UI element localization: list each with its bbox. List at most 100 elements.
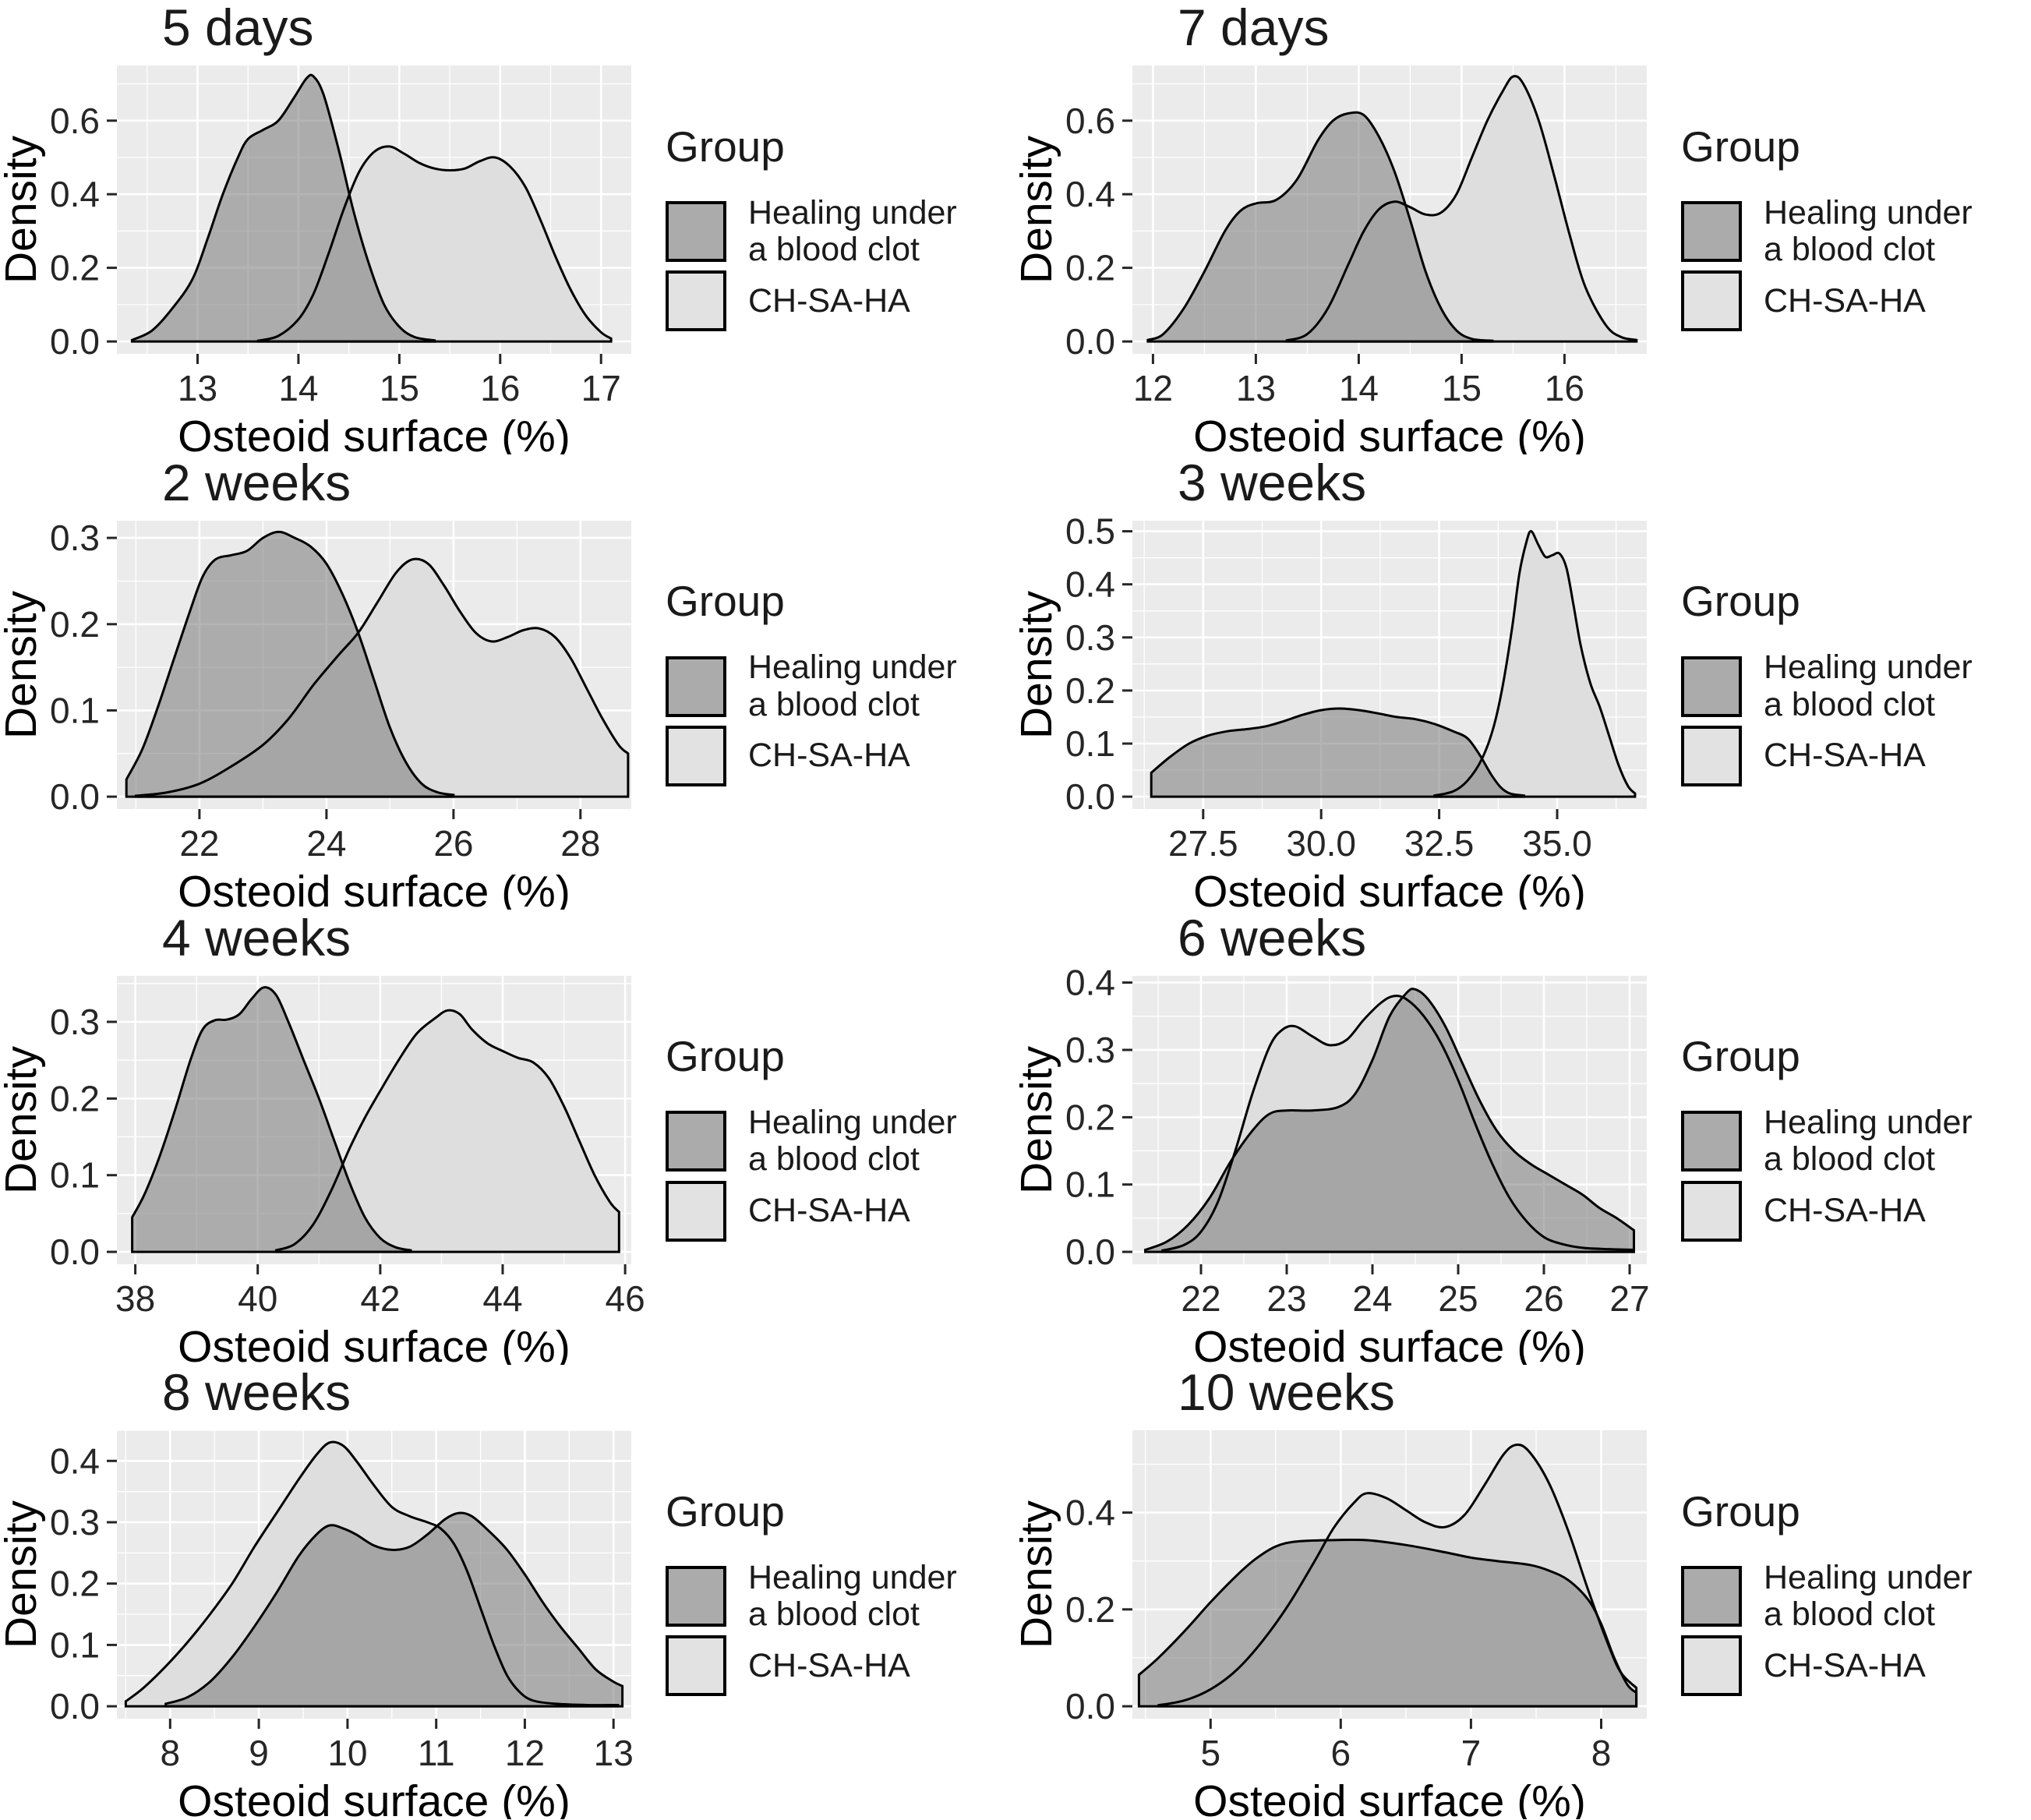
x-tick-label: 46 [606, 1278, 645, 1319]
legend-swatch-healing-under-a-blood-clot [666, 1111, 726, 1172]
legend-title: Group [1681, 577, 1800, 626]
x-tick-label: 17 [581, 368, 621, 408]
legend-swatch-healing-under-a-blood-clot [666, 200, 726, 262]
legend-entry-ch-sa-ha: CH-SA-HA [1681, 270, 1973, 332]
legend-entry-label: Healing under a blood clot [748, 648, 957, 723]
axis-ticks [107, 119, 602, 364]
x-tick-label: 10 [327, 1733, 367, 1773]
x-tick-label: 6 [1331, 1733, 1351, 1773]
x-axis-label: Osteoid surface (%) [178, 867, 570, 910]
panel-10-weeks: 5 6 7 8 0.0 0.2 0.4 Osteoid surface (%) Density 1… [1016, 1365, 2031, 1820]
plot-area [1132, 520, 1647, 809]
x-tick-label: 16 [1545, 368, 1584, 408]
y-axis-label: Density [1016, 590, 1061, 739]
legend-entries: Healing under a blood clot CH-SA-HA [1681, 194, 1973, 334]
x-tick-label: 44 [482, 1278, 522, 1319]
legend-entry-label: CH-SA-HA [748, 281, 910, 320]
y-tick-label: 0.2 [50, 1564, 100, 1604]
x-tick-label: 35.0 [1522, 823, 1592, 864]
y-tick-label: 0.6 [50, 101, 100, 141]
x-tick-label: 14 [278, 368, 318, 408]
axis-ticks [107, 536, 582, 819]
x-axis-label: Osteoid surface (%) [1193, 867, 1586, 910]
legend-title: Group [666, 577, 785, 626]
legend-entry-label: Healing under a blood clot [1764, 1558, 1973, 1634]
legend-entry-healing-under-a-blood-clot: Healing under a blood clot [666, 1104, 957, 1179]
density-plot: 27.5 30.0 32.5 35.0 0.0 0.1 0.2 0.3 0.4 0.5 Osteoi… [1016, 455, 1647, 910]
panel-8-weeks: 8 9 10 11 12 13 0.0 0.1 0.2 0.3 0.4 Osteoid surface… [0, 1365, 1016, 1820]
x-tick-label: 13 [1236, 368, 1276, 408]
density-curve-chsaha [124, 1440, 620, 1708]
legend-swatch-ch-sa-ha [1681, 1635, 1742, 1697]
legend: Group Healing under a blood clot CH-SA-HA [666, 910, 957, 1366]
density-curve-chsaha [274, 1009, 620, 1253]
legend-entry-healing-under-a-blood-clot: Healing under a blood clot [1681, 194, 1973, 269]
x-tick-label: 42 [360, 1278, 400, 1319]
y-tick-label: 0.0 [50, 1686, 100, 1726]
y-tick-label: 0.0 [50, 321, 100, 362]
y-tick-label: 0.2 [1065, 1589, 1115, 1630]
y-tick-label: 0.4 [1065, 174, 1115, 214]
x-tick-label: 24 [306, 823, 346, 864]
density-plot: 13 14 15 16 17 0.0 0.2 0.4 0.6 Osteoid surface (%… [0, 0, 631, 454]
y-tick-label: 0.2 [50, 604, 100, 645]
x-tick-label: 8 [161, 1733, 181, 1773]
density-fill-chsaha [1434, 531, 1635, 797]
y-tick-label: 0.0 [1065, 321, 1115, 362]
plot-area [117, 520, 631, 809]
legend-entry-ch-sa-ha: CH-SA-HA [1681, 1180, 1973, 1242]
y-tick-label: 0.2 [1065, 1097, 1115, 1137]
x-tick-label: 40 [238, 1278, 277, 1319]
x-tick-label: 12 [1133, 368, 1173, 408]
plot-area [117, 975, 631, 1264]
y-tick-label: 0.0 [50, 1232, 100, 1272]
legend-swatch-ch-sa-ha [1681, 270, 1742, 332]
y-tick-label: 0.2 [50, 1078, 100, 1119]
panel-5-days: 13 14 15 16 17 0.0 0.2 0.4 0.6 Osteoid surface (%… [0, 0, 1016, 455]
legend-swatch-healing-under-a-blood-clot [666, 656, 726, 717]
plot-area [117, 1430, 631, 1719]
x-axis-label: Osteoid surface (%) [178, 1776, 570, 1819]
x-tick-label: 30.0 [1286, 823, 1356, 864]
y-tick-label: 0.4 [1065, 1493, 1115, 1533]
panel-2-weeks: 22 24 26 28 0.0 0.1 0.2 0.3 Osteoid surface (%) D… [0, 455, 1016, 910]
y-tick-label: 0.1 [50, 690, 100, 730]
legend-swatch-healing-under-a-blood-clot [1681, 656, 1742, 717]
x-tick-label: 25 [1438, 1278, 1478, 1319]
legend-entry-healing-under-a-blood-clot: Healing under a blood clot [666, 1558, 957, 1634]
x-tick-label: 5 [1201, 1733, 1221, 1773]
y-tick-label: 0.4 [50, 174, 100, 214]
legend-title: Group [1681, 1032, 1800, 1081]
x-tick-label: 22 [1181, 1278, 1220, 1319]
panel-4-weeks: 38 40 42 44 46 0.0 0.1 0.2 0.3 Osteoid surface (%… [0, 910, 1016, 1366]
x-tick-label: 13 [178, 368, 217, 408]
legend: Group Healing under a blood clot CH-SA-HA [1681, 1365, 1973, 1820]
density-curve-healing [1137, 1539, 1638, 1708]
plot-area [1132, 975, 1647, 1264]
y-tick-label: 0.0 [1065, 1686, 1115, 1726]
legend: Group Healing under a blood clot CH-SA-HA [1681, 0, 1973, 455]
panel-title: 7 days [1178, 0, 1329, 56]
density-fill-healing [126, 532, 454, 797]
legend-entry-label: Healing under a blood clot [748, 1558, 957, 1634]
y-axis-label: Density [1016, 1500, 1061, 1649]
legend-title: Group [666, 1032, 785, 1081]
legend-entry-ch-sa-ha: CH-SA-HA [666, 1635, 957, 1697]
y-tick-label: 0.1 [50, 1625, 100, 1666]
legend-swatch-ch-sa-ha [666, 1180, 726, 1242]
plot-area [1132, 1430, 1647, 1719]
density-curve-healing [125, 530, 455, 798]
y-tick-label: 0.3 [50, 518, 100, 558]
density-fill-healing [132, 75, 435, 342]
density-curve-healing [130, 73, 436, 343]
x-tick-label: 15 [380, 368, 419, 408]
x-axis-label: Osteoid surface (%) [1193, 412, 1586, 454]
panel-title: 10 weeks [1178, 1365, 1395, 1421]
legend-title: Group [666, 1486, 785, 1536]
x-tick-label: 9 [249, 1733, 269, 1773]
legend-entry-label: CH-SA-HA [748, 1192, 910, 1230]
x-tick-label: 28 [560, 823, 600, 864]
x-tick-label: 11 [418, 1733, 455, 1773]
y-tick-label: 0.3 [1065, 1030, 1115, 1070]
